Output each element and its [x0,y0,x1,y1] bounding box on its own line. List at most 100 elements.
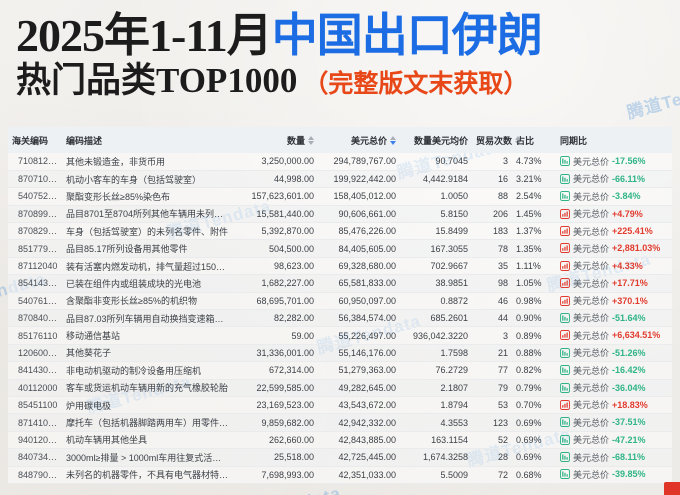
sort-icon[interactable] [390,135,396,145]
trend-down-icon [560,365,570,376]
cell-share: 1.35% [512,239,556,258]
cell-description: 炉用碳电极 [62,396,234,415]
cell-share: 0.89% [512,326,556,345]
cell-description: 其他葵花子 [62,344,234,363]
yoy-metric-label: 美元总价 [573,469,610,480]
yoy-metric-label: 美元总价 [573,209,610,220]
table-row: 85176110 移动通信基站 59.00 55,226,497.00 936,042.… [8,326,672,345]
table-header-row: 海关编码 编码描述 数量 美元总价 数量美元均价 贸易次数 占比 同期比 [8,127,672,153]
cell-usd-total: 84,405,605.00 [318,239,400,258]
cell-usd-total: 294,789,767.00 [318,153,400,171]
column-header-share: 占比 [512,127,556,153]
title-period: 2025年1-11月 [16,10,273,61]
yoy-value: -17.56% [612,156,646,167]
trend-down-icon [560,173,570,184]
yoy-metric-label: 美元总价 [573,400,610,411]
sort-asc-arrow-icon [390,135,396,140]
table-row: 84879000 未列名的机器零件，不具有电气器材特征的 7,698,993.00 4… [8,466,672,484]
sort-icon[interactable] [308,135,314,145]
yoy-value: +4.33% [612,260,643,271]
cell-share: 0.79% [512,379,556,397]
trend-down-icon [560,417,570,428]
cell-usd-avg-price: 1.0050 [400,187,472,206]
cell-customs-code: 87141000 [8,413,62,432]
cell-share: 1.05% [512,274,556,293]
cell-description: 装有活塞内燃发动机，排气量超过150毫升，但不超... [62,257,234,276]
cell-customs-code: 87084091 [8,309,62,328]
cell-description: 机动车辆用其他坐具 [62,431,234,450]
cell-usd-avg-price: 76.2729 [400,361,472,380]
trend-down-icon [560,191,570,202]
cell-trade-count: 35 [472,257,512,276]
cell-yoy: 美元总价 -16.42% [556,361,672,380]
cell-yoy: 美元总价 -51.64% [556,309,672,328]
column-label: 海关编码 [12,135,49,146]
column-header-usd-total[interactable]: 美元总价 [318,127,400,153]
yoy-metric-label: 美元总价 [573,226,610,237]
cell-quantity: 157,623,601.00 [234,187,318,206]
cell-quantity: 44,998.00 [234,170,318,189]
cell-usd-avg-price: 5.5009 [400,466,472,484]
cell-yoy: 美元总价 -51.26% [556,344,672,363]
table-row: 54076100 含聚酯非变形长丝≥85%的机织物 68,695,701.00 60,… [8,292,672,311]
cell-usd-total: 42,351,033.00 [318,466,400,484]
yoy-value: -37.51% [612,417,646,428]
table-row: 84143090 非电动机驱动的制冷设备用压缩机 672,314.00 51,279,… [8,361,672,380]
cell-quantity: 1,682,227.00 [234,274,318,293]
yoy-metric-label: 美元总价 [573,417,610,428]
cell-usd-avg-price: 5.8150 [400,205,472,224]
trend-up-icon [560,330,570,341]
cell-quantity: 25,518.00 [234,448,318,467]
cell-customs-code: 71081200 [8,153,62,171]
yoy-value: +6,634.51% [612,330,661,341]
cell-customs-code: 54075200 [8,187,62,206]
cell-trade-count: 3 [472,326,512,345]
cell-usd-total: 42,942,332.00 [318,413,400,432]
cell-quantity: 3,250,000.00 [234,153,318,171]
cell-trade-count: 79 [472,379,512,397]
cell-usd-avg-price: 2.1807 [400,379,472,397]
cell-usd-avg-price: 38.9851 [400,274,472,293]
table-row: 87112040装有活塞内燃发动机，排气量超过150毫升，但不超...98,62… [8,257,672,276]
table-row: 85414300 已装在组件内或组装成块的光电池 1,682,227.00 65,58… [8,274,672,293]
cell-usd-total: 43,543,672.00 [318,396,400,415]
yoy-value: -51.26% [612,347,646,358]
column-label: 编码描述 [66,135,103,146]
yoy-value: -39.85% [612,469,646,480]
sort-desc-arrow-icon [390,140,396,145]
table-row: 87084091 品目87.03所列车辆用自动换挡变速箱及其零件 82,282.00… [8,309,672,328]
cell-usd-total: 42,725,445.00 [318,448,400,467]
cell-usd-avg-price: 4,442.9184 [400,170,472,189]
cell-yoy: 美元总价 +6,634.51% [556,326,672,345]
yoy-value: -16.42% [612,365,646,376]
column-header-description: 编码描述 [62,127,234,153]
cell-trade-count: 78 [472,239,512,258]
cell-usd-total: 65,581,833.00 [318,274,400,293]
column-header-trade-count[interactable]: 贸易次数 [472,127,522,153]
table-row: 84073410 3000ml≥排量 > 1000ml车用往复式活塞发动机 25,5… [8,448,672,467]
cell-customs-code: 85177990 [8,239,62,258]
yoy-metric-label: 美元总价 [573,365,610,376]
trend-up-icon [560,295,570,306]
cell-usd-total: 42,843,885.00 [318,431,400,450]
table-row: 40112000 客车或货运机动车辆用新的充气橡胶轮胎 22,599,585.00 4… [8,379,672,397]
cell-customs-code: 94012090 [8,431,62,450]
cell-customs-code: 87082990 [8,222,62,241]
cell-quantity: 82,282.00 [234,309,318,328]
cell-trade-count: 123 [472,413,512,432]
cell-yoy: 美元总价 +4.33% [556,257,672,276]
cell-description: 摩托车（包括机器脚踏两用车）用零件、附件 [62,413,234,432]
cell-trade-count: 88 [472,187,512,206]
yoy-metric-label: 美元总价 [573,330,610,341]
cell-usd-total: 51,279,363.00 [318,361,400,380]
column-header-quantity[interactable]: 数量 [234,127,318,153]
cell-usd-avg-price: 163.1154 [400,431,472,450]
cell-customs-code: 84143090 [8,361,62,380]
column-label: 同期比 [560,135,588,146]
column-header-yoy: 同期比 [556,127,672,153]
trend-down-icon [560,452,570,463]
table-row: 87141000 摩托车（包括机器脚踏两用车）用零件、附件 9,859,682.00… [8,413,672,432]
cell-description: 客车或货运机动车辆用新的充气橡胶轮胎 [62,379,234,397]
cell-usd-avg-price: 1.7598 [400,344,472,363]
trend-up-icon [560,278,570,289]
